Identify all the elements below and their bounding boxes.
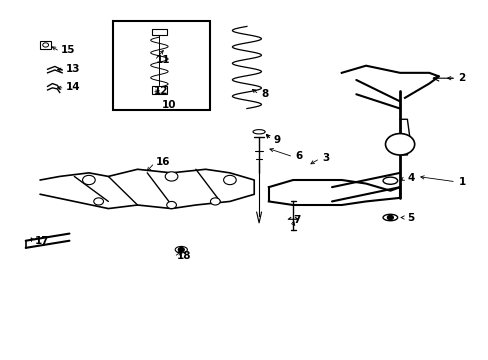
- Text: 11: 11: [156, 55, 170, 64]
- Text: 16: 16: [156, 157, 170, 167]
- Text: 1: 1: [458, 177, 465, 187]
- Circle shape: [223, 175, 236, 185]
- Text: 14: 14: [66, 82, 81, 92]
- Text: 13: 13: [66, 64, 81, 74]
- Ellipse shape: [382, 177, 397, 184]
- Text: 12: 12: [153, 86, 168, 96]
- Bar: [40, 41, 51, 49]
- Circle shape: [385, 134, 414, 155]
- Circle shape: [386, 215, 392, 220]
- Circle shape: [178, 248, 184, 252]
- Circle shape: [210, 198, 220, 205]
- Circle shape: [42, 43, 48, 47]
- Text: 18: 18: [176, 251, 190, 261]
- Text: 2: 2: [458, 73, 465, 83]
- Bar: [113, 21, 210, 111]
- Text: 7: 7: [292, 215, 300, 225]
- Text: 4: 4: [407, 173, 414, 183]
- Circle shape: [94, 198, 103, 205]
- Text: 15: 15: [61, 45, 76, 55]
- Circle shape: [82, 175, 95, 185]
- Text: 6: 6: [295, 151, 302, 161]
- Ellipse shape: [175, 247, 187, 253]
- Ellipse shape: [382, 214, 397, 221]
- Bar: [152, 86, 166, 94]
- Text: 5: 5: [407, 212, 414, 222]
- Text: 3: 3: [322, 153, 329, 163]
- Text: 9: 9: [273, 135, 280, 145]
- Text: 8: 8: [261, 89, 268, 99]
- Ellipse shape: [252, 130, 264, 134]
- Text: 10: 10: [162, 100, 176, 110]
- Circle shape: [165, 172, 178, 181]
- Bar: [152, 29, 166, 35]
- Text: 17: 17: [34, 236, 49, 246]
- Circle shape: [166, 202, 176, 208]
